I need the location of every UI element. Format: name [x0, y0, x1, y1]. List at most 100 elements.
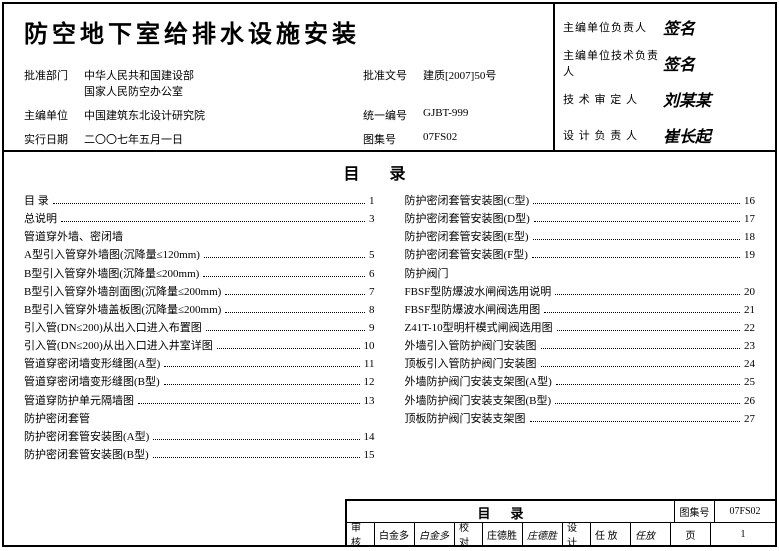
signature-row: 主编单位技术负责人签名	[563, 50, 767, 76]
info-value: GJBT-999	[423, 107, 533, 123]
toc-page: 8	[369, 301, 375, 319]
footer-role-label: 设计	[563, 523, 591, 545]
toc-item: 防护密闭套管安装图(E型) 18	[405, 228, 756, 246]
toc-page: 21	[744, 301, 755, 319]
toc-item: 顶板引入管防护阀门安装图 24	[405, 355, 756, 373]
toc-text: B型引入管穿外墙剖面图(沉降量≤200mm)	[24, 283, 221, 301]
toc-text: A型引入管穿外墙图(沉降量≤120mm)	[24, 246, 200, 264]
toc-text: 管道穿防护单元隔墙图	[24, 392, 134, 410]
toc-text: 防护密闭套管安装图(B型)	[24, 446, 149, 464]
toc-section-heading: 防护密闭套管	[24, 410, 375, 428]
toc-item: B型引入管穿外墙盖板图(沉降量≤200mm) 8	[24, 301, 375, 319]
toc-text: Z41T-10型明杆模式闸阀选用图	[405, 319, 553, 337]
footer-title: 目录	[347, 501, 675, 522]
toc-page: 10	[364, 337, 375, 355]
signature: 崔长起	[663, 123, 767, 147]
toc-text: 目 录	[24, 192, 49, 210]
toc-leader	[555, 294, 740, 295]
toc-left-col: 目 录1总说明3管道穿外墙、密闭墙A型引入管穿外墙图(沉降量≤120mm)5B型…	[24, 192, 375, 464]
toc-leader	[225, 312, 365, 313]
toc-leader	[532, 257, 740, 258]
footer-signature: 庄德胜	[523, 523, 563, 545]
toc-item: 顶板防护阀门安装支架图27	[405, 410, 756, 428]
toc-leader	[533, 239, 740, 240]
toc-leader	[138, 403, 360, 404]
toc-page: 13	[364, 392, 375, 410]
toc-page: 22	[744, 319, 755, 337]
toc-leader	[61, 221, 365, 222]
toc-leader	[544, 312, 740, 313]
toc-leader	[555, 403, 740, 404]
toc-leader	[534, 221, 740, 222]
toc-item: 引入管(DN≤200)从出入口进入井室详图10	[24, 337, 375, 355]
toc-page: 11	[364, 355, 375, 373]
toc-page: 7	[369, 283, 375, 301]
toc-item: 目 录1	[24, 192, 375, 210]
footer-block: 目录 图集号 07FS02 审核白金多白金多校对庄德胜庄德胜设计任 放任放页1	[345, 499, 775, 545]
toc-leader	[217, 348, 360, 349]
toc-text: B型引入管穿外墙盖板图(沉降量≤200mm)	[24, 301, 221, 319]
toc-item: B型引入管穿外墙剖面图(沉降量≤200mm) 7	[24, 283, 375, 301]
toc-title: 目录	[24, 160, 755, 184]
page-label: 页	[671, 523, 711, 545]
toc-text: 外墙防护阀门安装支架图(B型)	[405, 392, 552, 410]
signature-row: 设 计 负 责 人崔长起	[563, 122, 767, 148]
toc-leader	[164, 384, 360, 385]
toc-item: 外墙防护阀门安装支架图(B型)26	[405, 392, 756, 410]
toc-item: FBSF型防爆波水闸阀选用图21	[405, 301, 756, 319]
footer-role-label: 校对	[455, 523, 483, 545]
toc-right-col: 防护密闭套管安装图(C型)16防护密闭套管安装图(D型)17防护密闭套管安装图(…	[405, 192, 756, 464]
info-label: 图集号	[363, 131, 423, 147]
toc-leader	[225, 294, 365, 295]
info-label: 批准文号	[363, 67, 423, 99]
header-left: 防空地下室给排水设施安装 批准部门中华人民共和国建设部 国家人民防空办公室批准文…	[4, 4, 555, 150]
toc-page: 25	[744, 373, 755, 391]
footer-signature: 白金多	[415, 523, 455, 545]
info-row: 主编单位中国建筑东北设计研究院统一编号GJBT-999	[24, 107, 533, 123]
toc-item: A型引入管穿外墙图(沉降量≤120mm)5	[24, 246, 375, 264]
toc-leader	[533, 203, 740, 204]
footer-name: 白金多	[375, 523, 415, 545]
toc-item: 防护密闭套管安装图(B型) 15	[24, 446, 375, 464]
toc-page: 24	[744, 355, 755, 373]
toc-leader	[203, 276, 365, 277]
info-value: 07FS02	[423, 131, 533, 147]
toc-text: 外墙引入管防护阀门安装图	[405, 337, 537, 355]
toc-section-heading: 防护阀门	[405, 265, 756, 283]
toc-item: 防护密闭套管安装图(D型) 17	[405, 210, 756, 228]
signature-row: 技 术 审 定 人刘某某	[563, 86, 767, 112]
toc-item: Z41T-10型明杆模式闸阀选用图 22	[405, 319, 756, 337]
toc-page: 17	[744, 210, 755, 228]
toc-text: 引入管(DN≤200)从出入口进入布置图	[24, 319, 202, 337]
sig-label: 设 计 负 责 人	[563, 127, 663, 143]
toc-page: 15	[364, 446, 375, 464]
toc-section-heading: 管道穿外墙、密闭墙	[24, 228, 375, 246]
toc-page: 18	[744, 228, 755, 246]
toc-item: 外墙引入管防护阀门安装图23	[405, 337, 756, 355]
toc-text: 管道穿密闭墙变形缝图(A型)	[24, 355, 160, 373]
info-value: 二〇〇七年五月一日	[84, 131, 333, 147]
toc-item: 管道穿防护单元隔墙图 13	[24, 392, 375, 410]
toc-page: 20	[744, 283, 755, 301]
info-label: 批准部门	[24, 67, 84, 99]
toc-text: 防护密闭套管安装图(D型)	[405, 210, 530, 228]
signature: 签名	[663, 51, 767, 75]
toc-page: 14	[364, 428, 375, 446]
toc-text: 防护密闭套管安装图(C型)	[405, 192, 530, 210]
toc-page: 12	[364, 373, 375, 391]
toc-leader	[557, 330, 740, 331]
toc-text: 顶板引入管防护阀门安装图	[405, 355, 537, 373]
toc-item: 管道穿密闭墙变形缝图(A型) 11	[24, 355, 375, 373]
info-label: 实行日期	[24, 131, 84, 147]
toc-leader	[556, 384, 740, 385]
signature-row: 主编单位负责人签名	[563, 14, 767, 40]
footer-signature: 任放	[631, 523, 671, 545]
toc-page: 19	[744, 246, 755, 264]
toc-text: 防护密闭套管安装图(E型)	[405, 228, 529, 246]
toc-leader	[153, 439, 359, 440]
toc-leader	[530, 421, 741, 422]
toc-area: 目录 目 录1总说明3管道穿外墙、密闭墙A型引入管穿外墙图(沉降量≤120mm)…	[4, 152, 775, 502]
toc-page: 3	[369, 210, 375, 228]
set-value: 07FS02	[715, 501, 775, 522]
toc-page: 9	[369, 319, 375, 337]
